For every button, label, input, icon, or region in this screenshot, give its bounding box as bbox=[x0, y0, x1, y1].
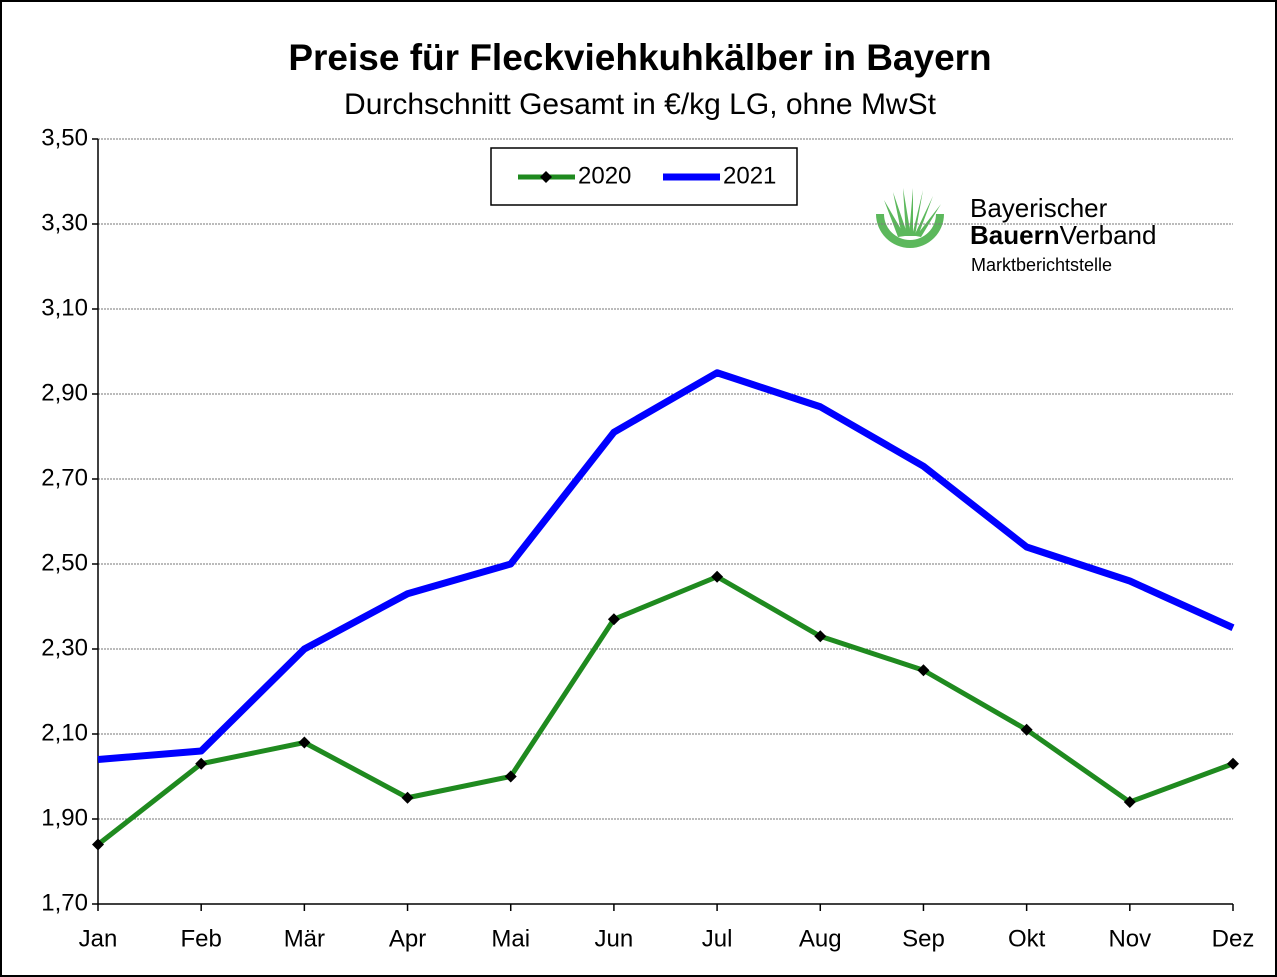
x-tick-label: Mär bbox=[284, 925, 325, 952]
point-marker bbox=[401, 791, 414, 804]
line-series bbox=[96, 574, 1234, 847]
logo: Bayerischer BauernVerband Marktberichtst… bbox=[876, 188, 1156, 275]
point-marker bbox=[504, 770, 517, 783]
x-tick-label: Mai bbox=[491, 925, 530, 952]
y-tick-label: 3,30 bbox=[41, 209, 88, 236]
y-tick-label: 2,10 bbox=[41, 719, 88, 746]
x-tick-label: Sep bbox=[902, 925, 945, 952]
legend: 2020 2021 bbox=[490, 147, 798, 206]
point-marker bbox=[92, 838, 104, 851]
chart-subtitle: Durchschnitt Gesamt in €/kg LG, ohne MwS… bbox=[344, 88, 937, 121]
y-tick-label: 2,30 bbox=[41, 634, 88, 661]
logo-text: Marktberichtstelle bbox=[971, 255, 1112, 275]
point-marker bbox=[1227, 757, 1239, 770]
x-tick-label: Nov bbox=[1108, 925, 1151, 952]
y-tick-label: 1,70 bbox=[41, 889, 88, 916]
legend-marker bbox=[540, 171, 552, 183]
x-tick-label: Feb bbox=[181, 925, 222, 952]
y-tick-label: 1,90 bbox=[41, 804, 88, 831]
x-tick-label: Jun bbox=[595, 925, 634, 952]
logo-text: BauernVerband bbox=[970, 220, 1156, 250]
y-tick-label: 2,90 bbox=[41, 379, 88, 406]
legend-label: 2020 bbox=[578, 162, 631, 189]
x-tick-label: Apr bbox=[389, 925, 426, 952]
point-marker bbox=[298, 736, 311, 749]
logo-text: Bauern bbox=[970, 220, 1060, 250]
point-marker bbox=[1123, 796, 1136, 808]
y-tick-label: 3,50 bbox=[41, 124, 88, 151]
line-series bbox=[97, 369, 1235, 763]
y-tick-label: 2,70 bbox=[41, 464, 88, 491]
x-tick-label: Aug bbox=[799, 925, 842, 952]
x-tick-label: Jan bbox=[79, 925, 118, 952]
y-tick-label: 3,10 bbox=[41, 294, 88, 321]
point-marker bbox=[917, 664, 930, 677]
point-marker bbox=[814, 630, 827, 643]
legend-label: 2021 bbox=[723, 162, 776, 189]
point-marker bbox=[195, 757, 208, 770]
x-tick-label: Jul bbox=[702, 925, 733, 952]
logo-text: Verband bbox=[1060, 220, 1157, 250]
chart-title: Preise für Fleckviehkuhkälber in Bayern bbox=[288, 37, 991, 78]
x-tick-label: Dez bbox=[1212, 925, 1255, 952]
logo-text: Bayerischer bbox=[970, 193, 1108, 223]
point-marker bbox=[1020, 723, 1033, 736]
point-marker bbox=[711, 570, 724, 583]
point-marker bbox=[607, 613, 620, 626]
y-tick-label: 2,50 bbox=[41, 549, 88, 576]
x-tick-label: Okt bbox=[1008, 925, 1046, 952]
